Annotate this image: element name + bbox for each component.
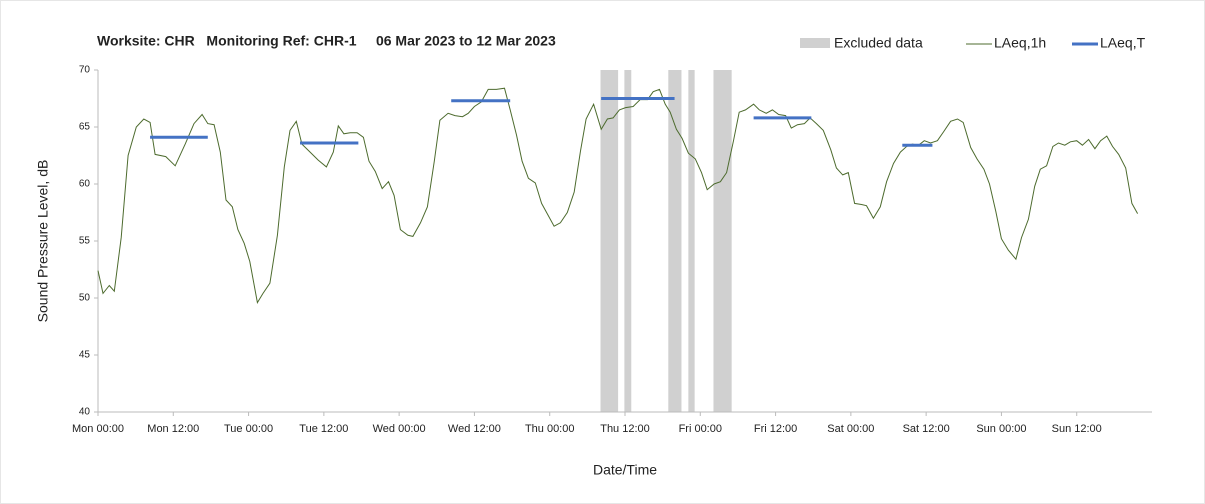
x-tick-label: Sun 12:00: [1052, 423, 1102, 435]
x-tick-label: Thu 00:00: [525, 423, 575, 435]
legend-label: LAeq,T: [1100, 35, 1146, 51]
excluded-band: [713, 70, 732, 412]
legend-label: Excluded data: [834, 35, 923, 51]
x-tick-label: Wed 00:00: [373, 423, 426, 435]
excluded-band: [600, 70, 619, 412]
y-tick-label: 55: [79, 236, 91, 247]
legend-swatch: [800, 38, 830, 48]
y-tick-label: 60: [79, 179, 91, 190]
x-tick-label: Tue 12:00: [299, 423, 348, 435]
excluded-band: [624, 70, 632, 412]
excluded-band: [668, 70, 682, 412]
y-tick-label: 50: [79, 293, 91, 304]
y-tick-label: 70: [79, 65, 91, 76]
x-tick-label: Tue 00:00: [224, 423, 273, 435]
y-axis-label: Sound Pressure Level, dB: [35, 160, 51, 323]
excluded-band: [688, 70, 695, 412]
x-tick-label: Fri 00:00: [679, 423, 722, 435]
x-tick-label: Mon 12:00: [147, 423, 199, 435]
x-tick-label: Sat 12:00: [903, 423, 950, 435]
y-tick-label: 45: [79, 350, 91, 361]
x-tick-label: Wed 12:00: [448, 423, 501, 435]
legend-label: LAeq,1h: [994, 35, 1046, 51]
x-tick-label: Thu 12:00: [600, 423, 650, 435]
x-tick-label: Sun 00:00: [976, 423, 1026, 435]
y-tick-label: 65: [79, 122, 91, 133]
x-tick-label: Fri 12:00: [754, 423, 797, 435]
x-axis-label: Date/Time: [593, 462, 657, 478]
y-tick-label: 40: [79, 407, 91, 418]
series-line: [97, 87, 1139, 304]
x-tick-label: Sat 00:00: [827, 423, 874, 435]
x-tick-label: Mon 00:00: [72, 423, 124, 435]
chart-title: Worksite: CHR Monitoring Ref: CHR-1 06 M…: [97, 33, 556, 49]
